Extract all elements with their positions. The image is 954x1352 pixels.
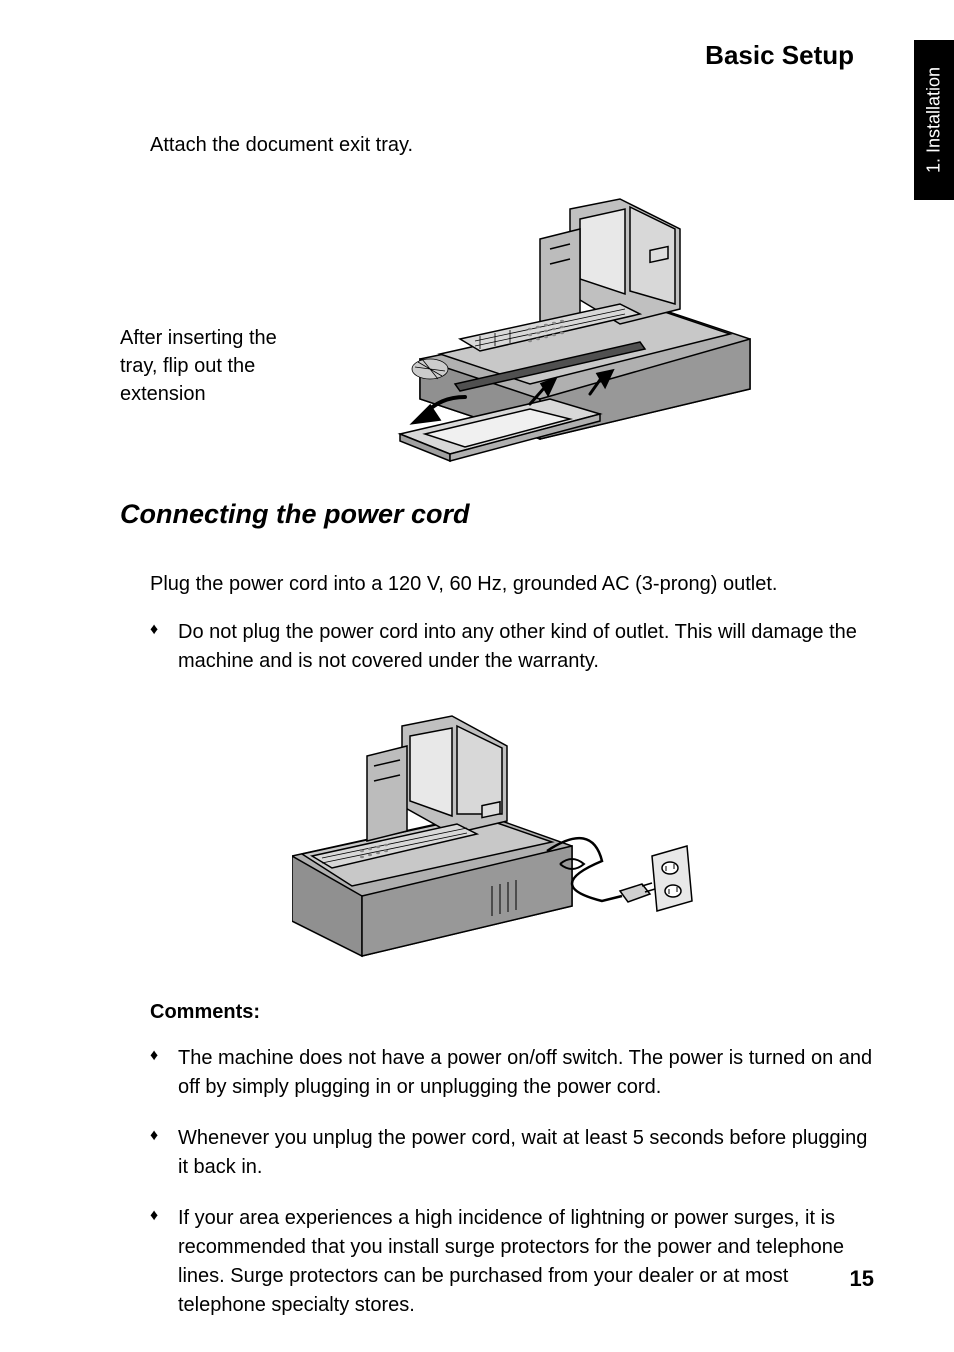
power-warning-item: Do not plug the power cord into any othe… (150, 618, 874, 676)
tray-section: After inserting the tray, flip out the e… (120, 179, 874, 479)
page-number: 15 (850, 1266, 874, 1292)
tray-instruction: Attach the document exit tray. (150, 131, 874, 159)
chapter-tab-label: 1. Installation (924, 67, 945, 173)
comments-label: Comments: (150, 1001, 874, 1024)
fax-machine-power-illustration (292, 706, 702, 966)
comment-item-2: If your area experiences a high incidenc… (150, 1204, 874, 1320)
fax-machine-tray-illustration (280, 179, 780, 469)
comment-item-0: The machine does not have a power on/off… (150, 1044, 874, 1102)
power-heading: Connecting the power cord (120, 499, 874, 530)
power-illustration-wrap (120, 706, 874, 971)
power-instruction: Plug the power cord into a 120 V, 60 Hz,… (150, 570, 874, 598)
page-header-text: Basic Setup (705, 40, 854, 70)
tray-caption: After inserting the tray, flip out the e… (120, 324, 300, 408)
chapter-tab: 1. Installation (914, 40, 954, 200)
page-container: 1. Installation Basic Setup Attach the d… (0, 0, 954, 1352)
power-warning-list: Do not plug the power cord into any othe… (150, 618, 874, 676)
comment-item-1: Whenever you unplug the power cord, wait… (150, 1124, 874, 1182)
page-header: Basic Setup (120, 40, 854, 71)
comments-list: The machine does not have a power on/off… (150, 1044, 874, 1320)
